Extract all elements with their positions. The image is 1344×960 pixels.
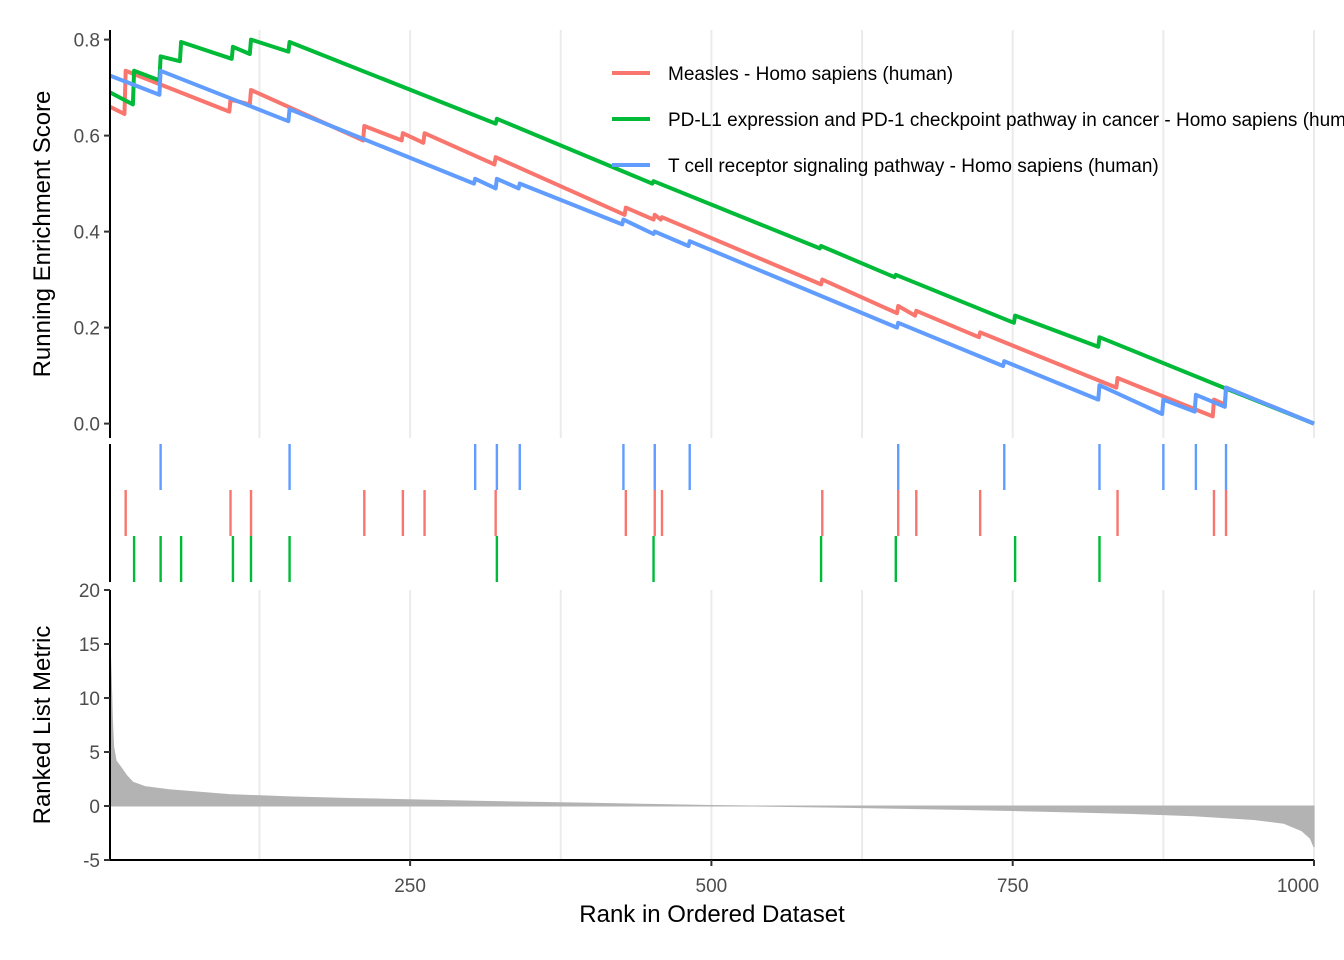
running-score-gridlines xyxy=(258,30,1315,438)
y-tick-label: 0.6 xyxy=(74,127,100,148)
x-tick-label: 250 xyxy=(394,876,426,897)
y-tick-label: 0.2 xyxy=(74,319,100,340)
x-tick-label: 500 xyxy=(696,876,728,897)
metric-gridlines xyxy=(258,590,1315,860)
running-score-line-pd-l1 xyxy=(109,37,1315,426)
y-axis-title-ranked-metric: Ranked List Metric xyxy=(29,626,56,825)
y-tick-label: 15 xyxy=(79,635,100,656)
y-tick-label: 0.0 xyxy=(74,415,100,436)
legend: Measles - Homo sapiens (human) PD-L1 exp… xyxy=(612,64,1344,177)
gene-hit-ticks xyxy=(124,444,1228,582)
legend-label-t-cell-receptor: T cell receptor signaling pathway - Homo… xyxy=(668,156,1159,177)
y-tick-label: 0.8 xyxy=(74,31,100,52)
y-tick-label: 10 xyxy=(79,689,100,710)
running-score-line-t-cell-receptor xyxy=(109,68,1315,426)
y-tick-label: 20 xyxy=(79,581,100,602)
y-tick-label: 0 xyxy=(89,797,100,818)
x-tick-label: 1000 xyxy=(1277,876,1319,897)
ranked-metric-area xyxy=(109,641,1315,848)
running-score-lines xyxy=(109,37,1315,426)
x-axis-title: Rank in Ordered Dataset xyxy=(579,901,845,928)
tick-labels: 0.0 0.2 0.4 0.6 0.8 -5 0 5 10 15 20 250 500 750 1000 xyxy=(74,31,1320,897)
y-tick-label: 5 xyxy=(89,743,100,764)
y-tick-label: 0.4 xyxy=(74,223,101,244)
x-tick-label: 750 xyxy=(997,876,1029,897)
y-tick-label: -5 xyxy=(83,851,100,872)
legend-label-pd-l1: PD-L1 expression and PD-1 checkpoint pat… xyxy=(668,110,1344,131)
running-score-line-measles xyxy=(109,68,1315,426)
y-axis-title-running-score: Running Enrichment Score xyxy=(29,91,56,378)
legend-label-measles: Measles - Homo sapiens (human) xyxy=(668,64,953,85)
ranked-list-metric-area xyxy=(109,641,1315,848)
